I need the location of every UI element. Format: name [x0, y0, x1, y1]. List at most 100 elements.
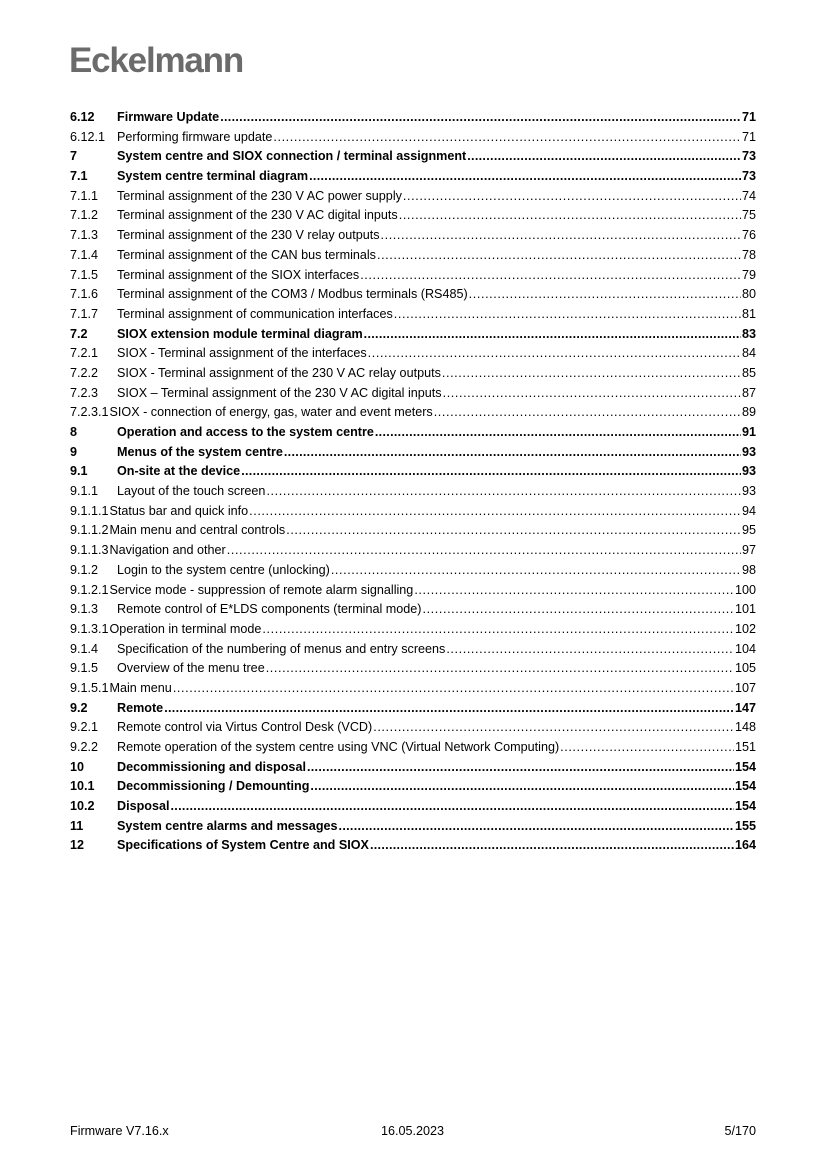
toc-entry[interactable]: 7.1.6 Terminal assignment of the COM3 / M… [70, 287, 756, 307]
toc-entry[interactable]: 7.2.2 SIOX - Terminal assignment of the 2… [70, 366, 756, 386]
toc-entry[interactable]: 9.1.3 Remote control of E*LDS components … [70, 602, 756, 622]
toc-entry[interactable]: 7.2.3.1 SIOX - connection of energy, gas,… [70, 405, 756, 425]
toc-entry-title: System centre and SIOX connection / term… [117, 149, 467, 164]
toc-entry-number: 9.1.1 [70, 484, 99, 499]
dot-leader: ........................................… [422, 602, 734, 617]
toc-entry-title: Terminal assignment of the COM3 / Modbus… [117, 287, 468, 302]
toc-entry-page: 154 [734, 759, 756, 774]
dot-leader: ........................................… [172, 680, 734, 695]
toc-entry-number: 6.12 [70, 110, 95, 124]
dot-leader: ........................................… [283, 444, 741, 459]
toc-entry-title: Terminal assignment of the SIOX interfac… [117, 267, 360, 282]
toc-entry[interactable]: 9.1.1 Layout of the touch screen.........… [70, 484, 756, 504]
toc-entry[interactable]: 9.1.1.1 Status bar and quick info........… [70, 504, 756, 524]
toc-entry[interactable]: 7.1.1 Terminal assignment of the 230 V AC… [70, 189, 756, 209]
dot-leader: ........................................… [367, 346, 741, 361]
dot-leader: ........................................… [309, 169, 741, 184]
toc-entry-number: 10.2 [70, 799, 95, 814]
dot-leader: ........................................… [338, 818, 734, 833]
dot-leader: ........................................… [241, 464, 741, 479]
dot-leader: ........................................… [226, 543, 741, 558]
toc-entry[interactable]: 9.2.1 Remote control via Virtus Control D… [70, 720, 756, 740]
dot-leader: ........................................… [360, 267, 741, 282]
toc-entry[interactable]: 9.1 On-site at the device................… [70, 464, 756, 484]
dot-leader: ........................................… [398, 208, 741, 223]
toc-entry-number: 11 [70, 818, 84, 833]
toc-entry-number: 9.1.2.1 [70, 582, 109, 597]
toc-entry[interactable]: 7.1.5 Terminal assignment of the SIOX int… [70, 268, 756, 288]
toc-entry-page: 81 [741, 306, 756, 321]
dot-leader: ........................................… [414, 582, 734, 597]
toc-entry-number: 7.1.7 [70, 306, 99, 321]
toc-entry-page: 102 [734, 621, 756, 636]
toc-entry-number: 12 [70, 838, 85, 853]
toc-entry-title: System centre alarms and messages [117, 818, 338, 833]
toc-entry[interactable]: 9.1.1.3 Navigation and other.............… [70, 543, 756, 563]
dot-leader: ........................................… [369, 838, 734, 853]
toc-entry-title: SIOX - connection of energy, gas, water … [109, 405, 433, 420]
toc-entry-number: 6.12.1 [70, 129, 106, 144]
toc-entry-title: Remote operation of the system centre us… [117, 740, 560, 754]
toc-entry-page: 154 [734, 799, 756, 814]
dot-leader: ........................................… [170, 799, 734, 814]
toc-entry-number: 10 [70, 759, 85, 774]
toc-entry[interactable]: 10 Decommissioning and disposal..........… [70, 760, 756, 780]
toc-entry-number: 9.1.1.3 [70, 543, 109, 558]
toc-entry[interactable]: 9.1.3.1 Operation in terminal mode.......… [70, 622, 756, 642]
toc-entry[interactable]: 6.12.1 Performing firmware update........… [70, 130, 756, 150]
toc-entry[interactable]: 7.1.4 Terminal assignment of the CAN bus … [70, 248, 756, 268]
dot-leader: ........................................… [306, 759, 734, 774]
footer-date: 16.05.2023 [381, 1124, 445, 1138]
toc-entry-number: 7.2.2 [70, 365, 99, 380]
toc-entry[interactable]: 9.1.4 Specification of the numbering of m… [70, 642, 756, 662]
toc-entry[interactable]: 9 Menus of the system centre.............… [70, 445, 756, 465]
toc-entry-number: 7.1.5 [70, 267, 99, 282]
toc-entry-page: 164 [734, 838, 756, 853]
toc-entry-title: SIOX – Terminal assignment of the 230 V … [117, 385, 442, 400]
toc-entry-number: 9.1.4 [70, 641, 99, 656]
toc-entry[interactable]: 7.1.7 Terminal assignment of communicatio… [70, 307, 756, 327]
toc-entry-title: Overview of the menu tree [117, 661, 265, 676]
toc-entry[interactable]: 9.2 Remote...............................… [70, 701, 756, 721]
toc-entry-number: 9.2 [70, 700, 88, 715]
toc-entry-number: 9.1 [70, 464, 88, 479]
toc-entry-page: 79 [741, 267, 756, 282]
toc-entry-number: 7.1.1 [70, 188, 99, 203]
toc-entry[interactable]: 10.1 Decommissioning / Demounting........… [70, 779, 756, 799]
toc-entry[interactable]: 7.1 System centre terminal diagram.......… [70, 169, 756, 189]
toc-entry-title: Remote control of E*LDS components (term… [117, 602, 422, 617]
toc-entry-title: Main menu [109, 680, 172, 695]
toc-entry[interactable]: 9.2.2 Remote operation of the system cent… [70, 740, 756, 760]
toc-entry[interactable]: 7 System centre and SIOX connection / ter… [70, 149, 756, 169]
dot-leader: ........................................… [446, 641, 734, 656]
dot-leader: ........................................… [442, 385, 741, 400]
toc-entry[interactable]: 11 System centre alarms and messages.....… [70, 819, 756, 839]
toc-entry[interactable]: 10.2 Disposal............................… [70, 799, 756, 819]
toc-entry-page: 73 [741, 149, 756, 164]
toc-entry[interactable]: 9.1.2 Login to the system centre (unlocki… [70, 563, 756, 583]
toc-entry-number: 7.2.1 [70, 346, 99, 361]
toc-entry[interactable]: 9.1.5 Overview of the menu tree..........… [70, 661, 756, 681]
toc-entry-title: SIOX - Terminal assignment of the interf… [117, 346, 367, 361]
toc-entry[interactable]: 9.1.2.1 Service mode - suppression of rem… [70, 583, 756, 603]
toc-entry-number: 7.1.4 [70, 247, 99, 262]
toc-entry[interactable]: 12 Specifications of System Centre and SI… [70, 838, 756, 858]
toc-entry-number: 7 [70, 149, 78, 164]
toc-entry-title: Menus of the system centre [117, 444, 283, 459]
toc-entry-number: 7.2.3 [70, 385, 99, 400]
toc-entry[interactable]: 7.2 SIOX extension module terminal diagra… [70, 327, 756, 347]
toc-entry[interactable]: 6.12 Firmware Update.....................… [70, 110, 756, 130]
toc-entry-page: 78 [741, 247, 756, 262]
toc-entry[interactable]: 9.1.1.2 Main menu and central controls...… [70, 523, 756, 543]
toc-entry[interactable]: 7.1.2 Terminal assignment of the 230 V AC… [70, 208, 756, 228]
toc-entry-number: 9.1.1.2 [70, 523, 109, 538]
toc-entry-title: Decommissioning and disposal [117, 759, 306, 774]
toc-entry[interactable]: 9.1.5.1 Main menu........................… [70, 681, 756, 701]
toc-entry-number: 9.1.5.1 [70, 680, 109, 695]
toc-entry-title: Operation in terminal mode [109, 621, 262, 636]
toc-entry-page: 147 [734, 700, 756, 715]
toc-entry[interactable]: 7.1.3 Terminal assignment of the 230 V re… [70, 228, 756, 248]
toc-entry[interactable]: 8 Operation and access to the system cent… [70, 425, 756, 445]
toc-entry[interactable]: 7.2.1 SIOX - Terminal assignment of the i… [70, 346, 756, 366]
toc-entry[interactable]: 7.2.3 SIOX – Terminal assignment of the 2… [70, 386, 756, 406]
